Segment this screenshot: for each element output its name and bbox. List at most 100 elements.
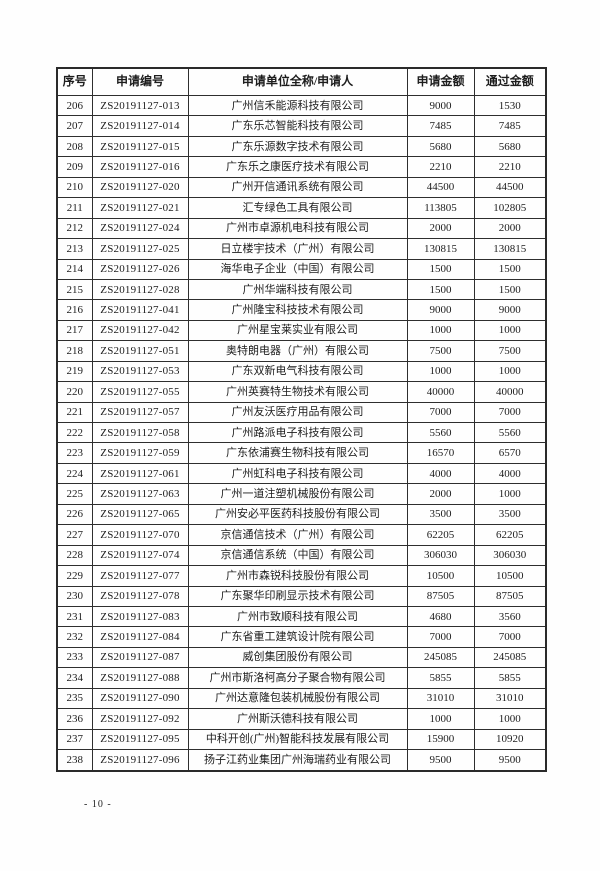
- cell-approved-amount: 6570: [473, 442, 547, 464]
- cell-seq: 232: [56, 626, 93, 648]
- cell-applicant-name: 广东乐之康医疗技术有限公司: [187, 156, 408, 178]
- col-header-applicant-name: 申请单位全称/申请人: [187, 67, 408, 96]
- cell-applied-amount: 9000: [406, 94, 475, 117]
- cell-approved-amount: 44500: [473, 176, 547, 199]
- table-row: 222 ZS20191127-058 广州路派电子科技有限公司 5560 5560: [56, 421, 547, 444]
- table-row: 210 ZS20191127-020 广州开信通讯系统有限公司 44500 44500: [56, 176, 547, 199]
- cell-seq: 223: [56, 442, 93, 464]
- table-header-row: 序号 申请编号 申请单位全称/申请人 申请金额 通过金额: [56, 67, 547, 96]
- page-number: - 10 -: [84, 799, 112, 810]
- cell-approved-amount: 7500: [473, 340, 547, 362]
- cell-applicant-name: 广州英赛特生物技术有限公司: [187, 381, 408, 403]
- cell-application-code: ZS20191127-055: [91, 381, 189, 403]
- cell-seq: 206: [56, 94, 93, 117]
- cell-seq: 227: [56, 524, 93, 546]
- cell-applied-amount: 31010: [406, 687, 475, 710]
- cell-applicant-name: 广东双新电气科技有限公司: [187, 360, 408, 383]
- cell-approved-amount: 40000: [473, 381, 547, 403]
- cell-approved-amount: 62205: [473, 524, 547, 546]
- cell-seq: 235: [56, 687, 93, 710]
- cell-seq: 229: [56, 565, 93, 587]
- cell-application-code: ZS20191127-070: [91, 524, 189, 546]
- cell-application-code: ZS20191127-042: [91, 319, 189, 342]
- cell-applicant-name: 广州安必平医药科技股份有限公司: [187, 503, 408, 526]
- table-row: 232 ZS20191127-084 广东省重工建筑设计院有限公司 7000 7000: [56, 626, 547, 648]
- table-row: 221 ZS20191127-057 广州友沃医疗用品有限公司 7000 7000: [56, 401, 547, 424]
- cell-seq: 219: [56, 360, 93, 383]
- cell-applied-amount: 3500: [406, 503, 475, 526]
- cell-applicant-name: 广东乐源数字技术有限公司: [187, 135, 408, 158]
- cell-applied-amount: 5855: [406, 667, 475, 689]
- cell-applied-amount: 16570: [406, 442, 475, 464]
- cell-approved-amount: 5680: [473, 135, 547, 158]
- cell-applied-amount: 15900: [406, 728, 475, 751]
- table-row: 238 ZS20191127-096 扬子江药业集团广州海瑞药业有限公司 9500 95…: [56, 749, 547, 772]
- cell-applicant-name: 广州信禾能源科技有限公司: [187, 94, 408, 117]
- cell-applicant-name: 广州星宝莱实业有限公司: [187, 319, 408, 342]
- table-body: 206 ZS20191127-013 广州信禾能源科技有限公司 9000 1530 207…: [56, 94, 547, 772]
- cell-application-code: ZS20191127-065: [91, 503, 189, 526]
- table-row: 229 ZS20191127-077 广州市森锐科技股份有限公司 10500 10500: [56, 565, 547, 587]
- cell-seq: 215: [56, 278, 93, 301]
- table-row: 228 ZS20191127-074 京信通信系统（中国）有限公司 306030 306…: [56, 544, 547, 567]
- cell-applied-amount: 9000: [406, 299, 475, 321]
- cell-seq: 230: [56, 585, 93, 607]
- cell-application-code: ZS20191127-014: [91, 115, 189, 137]
- table-row: 227 ZS20191127-070 京信通信技术（广州）有限公司 62205 6220…: [56, 524, 547, 546]
- cell-applicant-name: 扬子江药业集团广州海瑞药业有限公司: [187, 749, 408, 772]
- cell-application-code: ZS20191127-016: [91, 156, 189, 178]
- cell-approved-amount: 102805: [473, 197, 547, 219]
- cell-seq: 224: [56, 462, 93, 485]
- cell-approved-amount: 3560: [473, 605, 547, 628]
- cell-approved-amount: 7485: [473, 115, 547, 137]
- cell-applicant-name: 威创集团股份有限公司: [187, 646, 408, 669]
- table-row: 231 ZS20191127-083 广州市致顺科技有限公司 4680 3560: [56, 605, 547, 628]
- cell-approved-amount: 130815: [473, 238, 547, 260]
- table-row: 207 ZS20191127-014 广东乐芯智能科技有限公司 7485 7485: [56, 115, 547, 137]
- cell-seq: 221: [56, 401, 93, 424]
- cell-applied-amount: 1000: [406, 708, 475, 730]
- table-row: 206 ZS20191127-013 广州信禾能源科技有限公司 9000 1530: [56, 94, 547, 117]
- cell-applicant-name: 中科开创(广州)智能科技发展有限公司: [187, 728, 408, 751]
- cell-approved-amount: 7000: [473, 401, 547, 424]
- cell-seq: 236: [56, 708, 93, 730]
- table-row: 226 ZS20191127-065 广州安必平医药科技股份有限公司 3500 3500: [56, 503, 547, 526]
- cell-applicant-name: 广州一道注塑机械股份有限公司: [187, 483, 408, 505]
- col-header-approved-amount: 通过金额: [473, 67, 547, 96]
- cell-applied-amount: 1000: [406, 319, 475, 342]
- cell-seq: 225: [56, 483, 93, 505]
- cell-application-code: ZS20191127-088: [91, 667, 189, 689]
- cell-approved-amount: 2000: [473, 217, 547, 240]
- table-row: 211 ZS20191127-021 汇专绿色工具有限公司 113805 102805: [56, 197, 547, 219]
- cell-seq: 238: [56, 749, 93, 772]
- application-amount-table: 序号 申请编号 申请单位全称/申请人 申请金额 通过金额 206 ZS201911…: [56, 67, 547, 772]
- cell-application-code: ZS20191127-058: [91, 421, 189, 444]
- cell-application-code: ZS20191127-059: [91, 442, 189, 464]
- col-header-applied-amount: 申请金额: [406, 67, 475, 96]
- cell-seq: 222: [56, 421, 93, 444]
- cell-applicant-name: 广州路派电子科技有限公司: [187, 421, 408, 444]
- cell-applied-amount: 2000: [406, 483, 475, 505]
- cell-seq: 210: [56, 176, 93, 199]
- cell-applied-amount: 306030: [406, 544, 475, 567]
- cell-application-code: ZS20191127-024: [91, 217, 189, 240]
- cell-applicant-name: 广州开信通讯系统有限公司: [187, 176, 408, 199]
- cell-application-code: ZS20191127-013: [91, 94, 189, 117]
- table-row: 235 ZS20191127-090 广州达意隆包装机械股份有限公司 31010 310…: [56, 687, 547, 710]
- cell-application-code: ZS20191127-083: [91, 605, 189, 628]
- cell-application-code: ZS20191127-063: [91, 483, 189, 505]
- cell-approved-amount: 9000: [473, 299, 547, 321]
- table-row: 230 ZS20191127-078 广东聚华印刷显示技术有限公司 87505 8750…: [56, 585, 547, 607]
- cell-seq: 207: [56, 115, 93, 137]
- cell-seq: 220: [56, 381, 93, 403]
- cell-applied-amount: 1500: [406, 278, 475, 301]
- cell-applicant-name: 广东依浦赛生物科技有限公司: [187, 442, 408, 464]
- cell-application-code: ZS20191127-077: [91, 565, 189, 587]
- cell-application-code: ZS20191127-041: [91, 299, 189, 321]
- cell-seq: 237: [56, 728, 93, 751]
- cell-applicant-name: 日立楼宇技术（广州）有限公司: [187, 238, 408, 260]
- cell-application-code: ZS20191127-026: [91, 258, 189, 280]
- table-row: 224 ZS20191127-061 广州虹科电子科技有限公司 4000 4000: [56, 462, 547, 485]
- table-row: 225 ZS20191127-063 广州一道注塑机械股份有限公司 2000 1000: [56, 483, 547, 505]
- table-row: 233 ZS20191127-087 威创集团股份有限公司 245085 245085: [56, 646, 547, 669]
